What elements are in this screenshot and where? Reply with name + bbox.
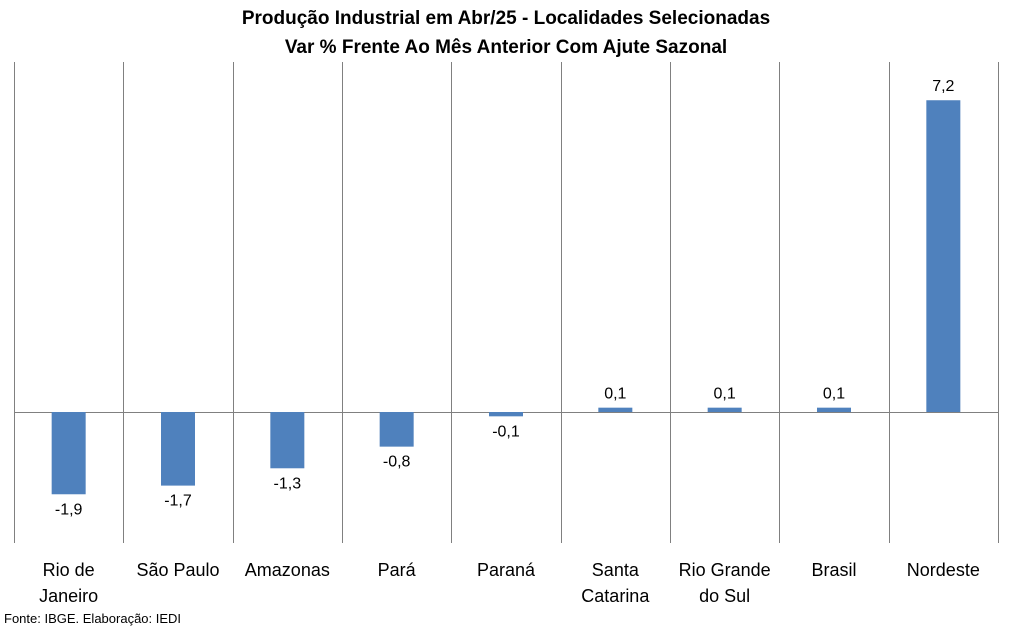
chart-title-line-1: Produção Industrial em Abr/25 - Localida… (242, 8, 770, 29)
category-label: São Paulo (136, 560, 219, 580)
category-label: Pará (378, 560, 417, 580)
data-label: -1,3 (274, 475, 302, 492)
data-label: 7,2 (932, 78, 954, 95)
data-label: 0,1 (604, 386, 626, 403)
bar (817, 407, 851, 412)
category-label: Catarina (581, 586, 650, 606)
category-label: Janeiro (39, 586, 98, 606)
category-grid (14, 62, 999, 543)
bars (51, 100, 961, 495)
data-label: 0,1 (823, 386, 845, 403)
data-label: 0,1 (714, 386, 736, 403)
category-labels: Rio de Janeiro São Paulo Amazonas Pará Paraná… (39, 560, 980, 606)
data-label: -0,8 (383, 454, 411, 471)
category-label: Nordeste (907, 560, 980, 580)
data-label: -0,1 (492, 423, 520, 440)
chart-title-line-2: Var % Frente Ao Mês Anterior Com Ajute S… (285, 37, 727, 58)
data-label: -1,7 (164, 493, 192, 510)
category-label: do Sul (699, 586, 750, 606)
bar (707, 407, 742, 412)
source-note: Fonte: IBGE. Elaboração: IEDI (4, 611, 182, 626)
bar (489, 412, 523, 417)
data-labels: -1,9 -1,7 -1,3 -0,8 -0,1 0,1 0,1 0,1 7,2 (55, 78, 955, 518)
category-label: Rio Grande (679, 560, 771, 580)
category-label: Rio de (43, 560, 95, 580)
bar (51, 412, 86, 495)
category-label: Amazonas (245, 560, 330, 580)
bar (926, 100, 961, 413)
category-label: Santa (592, 560, 640, 580)
category-label: Brasil (811, 560, 856, 580)
bar (379, 412, 414, 447)
bar (161, 412, 195, 486)
data-label: -1,9 (55, 501, 83, 518)
category-label: Paraná (477, 560, 536, 580)
bar (270, 412, 305, 469)
bar (598, 407, 633, 412)
